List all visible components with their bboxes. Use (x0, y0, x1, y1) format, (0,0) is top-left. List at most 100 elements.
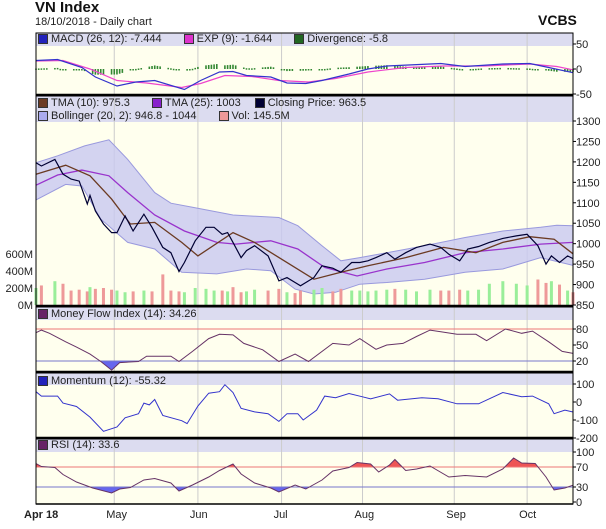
divergence-bar (337, 67, 340, 70)
x-tick-label: Jun (190, 509, 208, 521)
divergence-bar (450, 67, 453, 70)
divergence-bar (207, 65, 210, 69)
volume-bar (385, 289, 389, 305)
tma10-line (35, 164, 574, 280)
divergence-bar (364, 66, 367, 69)
volume-bar (231, 287, 235, 305)
legend-swatch-mfi (38, 309, 48, 319)
price-y-tick-label: 1150 (576, 177, 600, 189)
divergence-bar (534, 69, 537, 71)
divergence-bar (472, 68, 474, 71)
x-tick-label: Apr 18 (24, 509, 58, 521)
volume-bar (414, 291, 418, 305)
volume-bar (177, 291, 181, 305)
volume-bar (374, 290, 378, 305)
legend-swatch-divergence (294, 34, 305, 44)
volume-bar (85, 291, 89, 305)
legend-momentum: Momentum (12): -55.32 (51, 375, 166, 387)
divergence-bar (367, 66, 369, 69)
legend-tma25: TMA (25): 1003 (164, 97, 241, 109)
volume-bar (110, 289, 114, 305)
legend-macd: MACD (26, 12): -7.444 (51, 33, 162, 45)
mfi-y-tick-label: 20 (576, 356, 588, 368)
divergence-bar (412, 66, 415, 69)
divergence-bar (175, 69, 178, 71)
rsi-y-tick-label: 70 (576, 462, 588, 474)
divergence-bar (288, 69, 291, 72)
divergence-bar (529, 68, 531, 70)
divergence-bar (458, 68, 461, 71)
divergence-bar (194, 67, 197, 70)
divergence-bar (553, 69, 555, 72)
divergence-bar (205, 65, 207, 69)
macd-y-tick-label: 50 (576, 39, 588, 51)
divergence-bar (261, 67, 264, 69)
divergence-bar (307, 69, 310, 71)
divergence-bar (453, 68, 456, 70)
divergence-bar (423, 66, 426, 69)
divergence-bar (272, 67, 275, 69)
divergence-bar (178, 69, 180, 71)
divergence-bar (54, 67, 56, 70)
legend-swatch-rsi (38, 440, 48, 450)
rsi-y-tick-label: 100 (576, 447, 594, 459)
volume-y-tick-label: 200M (5, 283, 33, 295)
macd-y-tick-label: 0 (576, 64, 582, 76)
legend-swatch-bollinger (38, 111, 48, 121)
volume-bar (77, 289, 81, 305)
divergence-bar (232, 64, 234, 69)
divergence-bar (229, 64, 232, 69)
volume-bar (566, 290, 570, 305)
volume-y-tick-label: 0M (18, 300, 33, 312)
mfi-y-tick-label: 80 (576, 324, 588, 336)
price-y-tick-label: 850 (576, 300, 594, 312)
divergence-bar (434, 66, 437, 69)
divergence-bar (439, 66, 442, 69)
divergence-bar (283, 69, 286, 71)
divergence-bar (291, 69, 294, 71)
volume-bar (69, 290, 73, 305)
brand-label: VCBS (538, 12, 577, 28)
x-tick-label: Sep (446, 509, 466, 521)
divergence-bar (213, 64, 215, 69)
volume-bar (61, 283, 65, 305)
momentum-y-tick-label: -200 (576, 433, 598, 445)
divergence-bar (321, 69, 323, 71)
rsi-line (35, 457, 574, 494)
divergence-bar (280, 69, 283, 71)
macd-line (35, 58, 574, 91)
rsi-overbought-fill (36, 458, 573, 467)
legend-swatch-tma25 (151, 98, 162, 108)
legend-swatch-momentum (38, 376, 48, 386)
divergence-bar (81, 69, 83, 71)
volume-bar (331, 291, 335, 305)
divergence-bar (421, 66, 423, 69)
divergence-bar (437, 66, 439, 69)
legend-rsi: RSI (14): 33.6 (51, 439, 120, 451)
legend-mfi: Money Flow Index (14): 34.26 (51, 308, 197, 320)
momentum-y-tick-label: 0 (576, 397, 582, 409)
volume-bar (525, 285, 529, 305)
divergence-bar (40, 68, 43, 70)
divergence-bar (167, 67, 170, 70)
legend-tma10: TMA (10): 975.3 (51, 97, 130, 109)
momentum-legend: Momentum (12): -55.32 (38, 375, 166, 387)
volume-bar (350, 290, 354, 305)
price-y-tick-label: 900 (576, 280, 594, 292)
divergence-bar (310, 69, 313, 71)
divergence-bar (43, 68, 45, 70)
divergence-bar (550, 69, 553, 72)
divergence-bar (148, 66, 151, 69)
divergence-bar (191, 68, 194, 71)
divergence-bar (170, 68, 172, 70)
volume-bar (447, 290, 451, 305)
volume-bar (366, 291, 370, 305)
price-y-tick-label: 950 (576, 259, 594, 271)
price-y-tick-label: 1050 (576, 218, 600, 230)
volume-bar (404, 289, 408, 305)
divergence-bar (361, 66, 364, 69)
volume-bar (439, 290, 443, 305)
price-y-tick-label: 1250 (576, 136, 600, 148)
divergence-bar (326, 68, 329, 71)
divergence-bar (78, 69, 80, 71)
